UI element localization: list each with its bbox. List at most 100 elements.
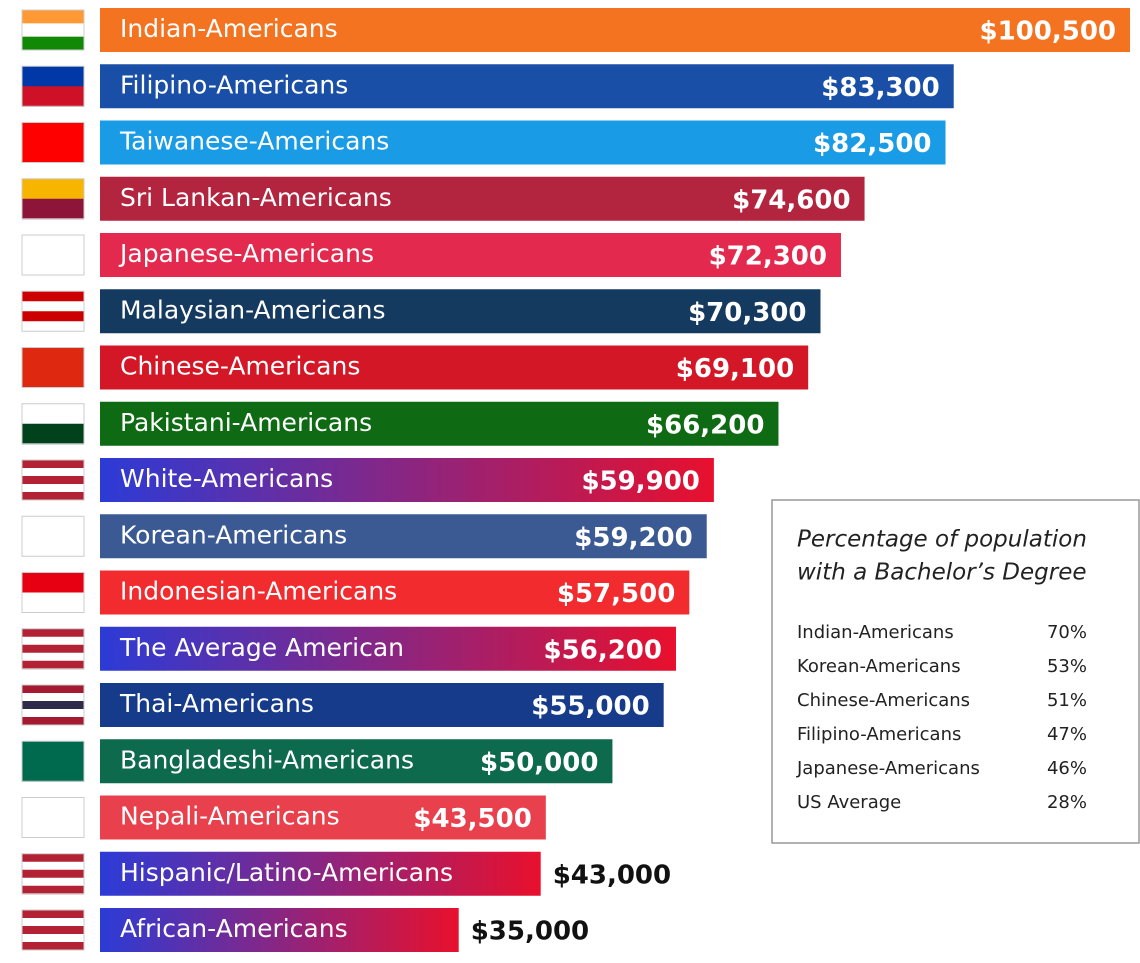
flag-stripe (22, 36, 84, 51)
category-label: Korean-Americans (120, 520, 347, 549)
flag-stripe (22, 693, 84, 702)
bar (100, 795, 546, 840)
flag-stripe (22, 86, 84, 107)
category-label: Indian-Americans (120, 14, 338, 43)
flag-stripe (22, 869, 84, 879)
flag-stripe (22, 709, 84, 718)
bar (100, 401, 779, 446)
flag-stripe (22, 235, 84, 276)
category-label: The Average American (119, 633, 404, 662)
flag-stripe (22, 311, 84, 322)
flag-stripe (22, 516, 84, 557)
flag-stripe (22, 628, 84, 638)
inset-value: 46% (1047, 758, 1087, 779)
value-label: $83,300 (821, 73, 939, 103)
bar (100, 626, 676, 671)
bar (100, 570, 690, 615)
category-label: Pakistani-Americans (120, 408, 372, 437)
flag-stripe (22, 660, 84, 670)
inset-name: Japanese-Americans (796, 758, 980, 779)
category-label: Malaysian-Americans (120, 295, 386, 324)
flag-border (21, 684, 85, 726)
inset-name: Korean-Americans (797, 656, 961, 677)
flag-stripe (22, 10, 84, 24)
inset-name: Chinese-Americans (797, 690, 970, 711)
category-label: Bangladeshi-Americans (120, 745, 414, 774)
flag-border (21, 853, 85, 895)
flag-stripe (22, 644, 84, 654)
value-label: $70,300 (688, 298, 806, 328)
flag-stripe (22, 885, 84, 895)
flag-border (21, 515, 85, 557)
category-label: Nepali-Americans (120, 802, 340, 831)
flag-stripe (22, 468, 84, 477)
flag-stripe (22, 142, 84, 163)
bar (100, 851, 541, 896)
flag-stripe (22, 403, 84, 425)
value-label: $43,000 (553, 860, 671, 890)
flag-stripe (22, 797, 84, 838)
bar (100, 345, 809, 390)
value-label: $59,200 (574, 523, 692, 553)
category-label: African-Americans (120, 914, 348, 943)
flag-stripe (22, 910, 84, 919)
inset-value: 70% (1047, 622, 1087, 643)
value-label: $66,200 (646, 410, 764, 440)
category-label: Hispanic/Latino-Americans (120, 858, 453, 887)
flag-border (21, 65, 85, 107)
category-label: Taiwanese-Americans (119, 127, 389, 156)
flag-stripe (22, 23, 84, 38)
category-label: White-Americans (120, 464, 333, 493)
bar (100, 64, 954, 109)
inset-value: 53% (1047, 656, 1087, 677)
flag-stripe (22, 122, 84, 143)
flag-stripe (22, 476, 84, 485)
value-label: $35,000 (471, 917, 589, 947)
value-label: $43,500 (413, 804, 531, 834)
inset-title: with a Bachelor’s Degree (797, 560, 1087, 586)
flag-border (21, 459, 85, 501)
bar (100, 458, 714, 502)
inset-value: 51% (1047, 690, 1087, 711)
flag-stripe (22, 178, 84, 200)
value-label: $72,300 (709, 242, 827, 272)
inset-name: Indian-Americans (797, 622, 954, 643)
category-label: Chinese-Americans (120, 352, 360, 381)
flag-stripe (22, 460, 84, 469)
flag-stripe (22, 685, 84, 694)
value-label: $57,500 (557, 579, 675, 609)
bar (100, 908, 459, 952)
flag-border (21, 572, 85, 613)
flag-stripe (22, 423, 84, 445)
inset-value: 28% (1047, 792, 1087, 813)
category-label: Japanese-Americans (118, 239, 374, 268)
flag-stripe (22, 492, 84, 501)
flag-stripe (22, 66, 84, 87)
value-label: $100,500 (979, 17, 1116, 47)
bar (100, 233, 841, 277)
bar (100, 739, 613, 784)
flag-stripe (22, 652, 84, 662)
value-label: $59,900 (581, 467, 699, 497)
bar (100, 8, 1130, 52)
flag-border (21, 122, 85, 163)
flag-stripe (22, 934, 84, 943)
flag-stripe (22, 198, 84, 220)
flag-stripe (22, 918, 84, 927)
flag-stripe (22, 701, 84, 710)
inset-name: US Average (797, 792, 901, 813)
bar (100, 176, 865, 221)
bar (100, 289, 821, 334)
inset-box (771, 499, 1140, 844)
category-label: Indonesian-Americans (120, 577, 397, 606)
value-label: $56,200 (544, 635, 662, 665)
flag-border (21, 290, 85, 332)
flag-stripe (22, 484, 84, 493)
flag-border (21, 178, 85, 220)
inset-title: Percentage of population (797, 527, 1087, 553)
flag-stripe (22, 347, 84, 388)
flag-border (21, 9, 85, 51)
bar (100, 683, 664, 727)
